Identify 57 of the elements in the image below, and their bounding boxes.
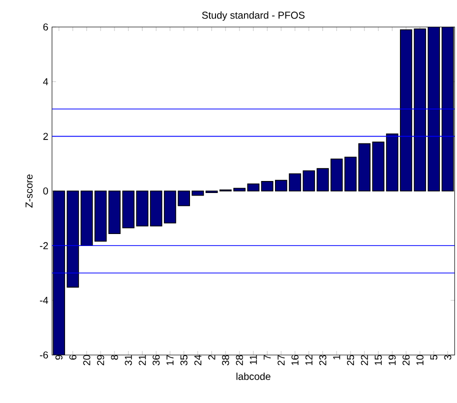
x-tick-label: 35 bbox=[180, 355, 188, 366]
bar bbox=[386, 133, 398, 192]
x-tick-label: 38 bbox=[222, 355, 230, 366]
bar bbox=[136, 190, 148, 226]
bar bbox=[164, 190, 176, 224]
x-tick-label: 8 bbox=[110, 355, 118, 360]
x-tick-label: 1 bbox=[333, 355, 340, 360]
bar bbox=[288, 173, 302, 192]
x-tick-label: 24 bbox=[194, 354, 202, 366]
x-tick-label: 7 bbox=[264, 355, 271, 360]
bar bbox=[400, 29, 412, 192]
x-tick-label: 5 bbox=[430, 355, 438, 360]
x-tick-label: 10 bbox=[416, 354, 424, 365]
bar bbox=[442, 26, 454, 192]
bar bbox=[414, 28, 426, 192]
x-tick-label: 17 bbox=[166, 355, 174, 365]
y-tick-label: 6 bbox=[43, 23, 48, 31]
bar bbox=[428, 26, 440, 192]
x-tick-label: 28 bbox=[236, 355, 243, 366]
x-tick-label: 25 bbox=[346, 355, 354, 366]
x-tick-label: 19 bbox=[388, 355, 396, 365]
y-axis-title: Z-score bbox=[26, 174, 33, 208]
x-tick-label: 11 bbox=[250, 355, 257, 364]
bar bbox=[53, 190, 65, 355]
x-tick-label: 15 bbox=[374, 355, 382, 365]
bar bbox=[122, 190, 134, 228]
bar bbox=[94, 190, 107, 242]
x-tick-label: 2 bbox=[208, 355, 216, 360]
x-tick-label: 16 bbox=[291, 355, 299, 365]
bar bbox=[344, 156, 357, 192]
y-tick-label: -2 bbox=[40, 242, 48, 250]
bar bbox=[80, 190, 93, 246]
x-tick-label: 20 bbox=[83, 354, 90, 366]
x-tick-label: 6 bbox=[69, 355, 76, 360]
x-tick-label: 3 bbox=[444, 355, 452, 360]
bar bbox=[358, 143, 370, 192]
x-tick-label: 26 bbox=[402, 355, 410, 366]
x-tick-label: 23 bbox=[319, 355, 326, 366]
y-tick-label: -6 bbox=[40, 351, 48, 359]
y-tick-label: 0 bbox=[43, 187, 48, 195]
bar bbox=[372, 142, 384, 192]
y-tick-label: -4 bbox=[40, 296, 48, 304]
x-tick-label: 31 bbox=[124, 355, 132, 366]
chart-title: Study standard - PFOS bbox=[202, 11, 305, 21]
x-tick-label: 12 bbox=[305, 355, 312, 365]
y-tick-label: 2 bbox=[43, 132, 48, 140]
bar bbox=[66, 190, 79, 288]
y-tick-label: 4 bbox=[43, 78, 48, 86]
x-axis-title: labcode bbox=[236, 372, 270, 380]
x-tick-label: 9 bbox=[55, 355, 62, 360]
x-tick-label: 29 bbox=[97, 355, 104, 366]
x-tick-label: 27 bbox=[278, 355, 285, 366]
x-tick-label: 36 bbox=[152, 355, 160, 366]
bar bbox=[150, 190, 162, 226]
x-tick-label: 22 bbox=[360, 355, 368, 366]
bar bbox=[108, 190, 121, 234]
x-tick-label: 21 bbox=[138, 355, 146, 366]
